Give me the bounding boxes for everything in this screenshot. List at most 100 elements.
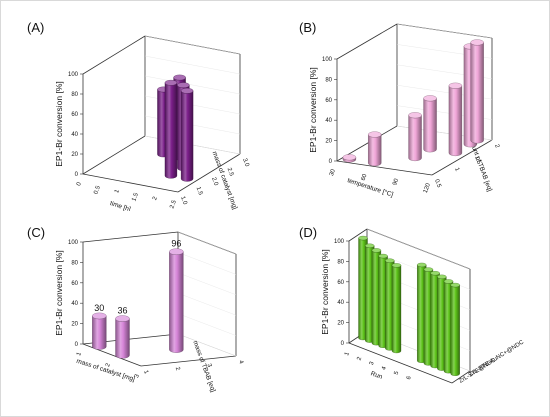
x-axis-title: Run [370,370,384,381]
y-tick-label: 20 [71,322,78,328]
bar-d-top [358,235,368,241]
bar-c [92,315,107,350]
floor-right-edge [451,370,471,384]
z-tick-label: 1.5 [195,186,204,197]
y-tick-label: 20 [337,321,344,327]
y-tick-label: 0 [75,342,79,348]
y-axis-title: EP1-Br conversion [%] [54,250,64,336]
left-top-edge [82,35,146,75]
chart-b: 0 20 40 60 80 100 EP1-Br conversion [%] 30 60 90 1… [308,23,500,199]
bar-b-top [368,131,382,138]
y-tick-label: 60 [71,281,78,287]
bar-b [408,115,422,162]
x-tick-label: 4 [381,365,388,371]
y-tick-label: 60 [325,98,332,104]
y-tick-label: 0 [341,341,345,347]
y-tick-label: 80 [325,77,332,83]
x-tick-label: 2.5 [169,199,178,210]
bar-b [423,98,437,153]
y-tick-label: 100 [68,240,79,246]
bar-d-top [371,248,382,253]
z-tick-label: 1.5 [473,155,482,166]
panel-label-d: (D) [299,225,318,240]
data-label-c: 30 [94,303,104,313]
y-tick-label: 0 [329,159,333,165]
y-tick-label: 40 [337,300,344,306]
bar-a [180,90,194,182]
bar-c-top [92,312,107,320]
y-gridline [177,313,237,336]
floor-right-edge [140,355,237,367]
panel-c: (C) 0 20 40 60 80 100 EP1-Br conversion [%] 1 2 3… [5,211,275,416]
bar-d-top [378,253,388,259]
bar-c-top [115,315,130,322]
bar-d-top [430,271,440,276]
bar-d [450,285,460,376]
x-axis-line [82,173,179,193]
x-tick-label: 6 [406,375,413,381]
panel-b: (B) 0 20 40 60 80 100 EP1-Br conversion [%] 30 6… [277,6,547,211]
y-tick-label: 100 [334,239,345,245]
x-tick-label: 1 [76,351,83,357]
bar-d-top [437,274,447,279]
z-tick-label: 2.0 [210,177,219,188]
x-tick-label: 1 [344,351,351,357]
z-tick-label: 1.0 [179,196,188,207]
y-tick-label: 20 [71,152,78,158]
y-gridline [144,35,241,55]
floor-right-edge [177,153,241,193]
bar-a-top [173,74,186,81]
x-tick-label: 0.5 [93,185,102,196]
z-tick-label: 3.0 [241,158,250,169]
z-tick-label: 2 [493,144,500,150]
data-label-c: 96 [171,239,181,249]
x-tick-label: 2 [105,362,112,368]
panel-label-a: (A) [27,20,45,35]
bar-b [368,134,382,167]
x-tick-label: 2 [152,195,159,201]
y-axis-title: EP1-Br conversion [%] [320,249,330,335]
bar-a-top [177,82,190,88]
y-tick-label: 60 [71,112,78,118]
y-tick-label: 100 [68,72,79,78]
y-gridline [177,293,237,316]
x-tick-label: 120 [423,182,432,194]
bar-b-top [342,154,357,161]
y-gridline [144,75,241,95]
y-gridline [144,55,241,75]
y-tick-label: 80 [71,92,78,98]
bar-c [115,318,130,359]
bar-c [169,251,184,353]
y-tick-label: 0 [75,172,79,178]
y-gridline [177,231,237,255]
bar-d-top [385,258,395,263]
x-tick-label: 5 [394,370,401,376]
x-axis-title: mass of catalyst [mg] [75,358,135,384]
x-tick-label: 2 [357,356,364,362]
x-tick-label: 1 [114,188,121,194]
y-tick-label: 80 [337,259,344,265]
z-tick-label: 0.5 [433,179,442,190]
floor-right-edge [431,139,493,176]
panel-label-b: (B) [299,20,317,35]
bar-b-top [423,95,437,102]
bar-d-top [443,279,454,284]
y-axis-title: EP1-Br conversion [%] [54,81,64,167]
x-tick-label: 3 [369,360,376,366]
z-tick-label: 3 [205,363,212,369]
y-gridline [396,23,493,39]
y-tick-label: 80 [71,260,78,266]
x-tick-label: 0 [76,181,83,187]
x-axis-line [336,160,433,176]
y-tick-label: 60 [337,280,344,286]
z-tick-label: 4 [237,360,244,366]
y-axis-title: EP1-Br conversion [%] [308,67,318,153]
bar-b-top [448,82,463,89]
z-tick-label: 1 [453,167,460,173]
z-axis-title: mass of TBAB [eq] [191,340,216,393]
panel-label-c: (C) [27,225,46,240]
y-tick-label: 40 [325,118,332,124]
y-gridline [177,333,237,357]
